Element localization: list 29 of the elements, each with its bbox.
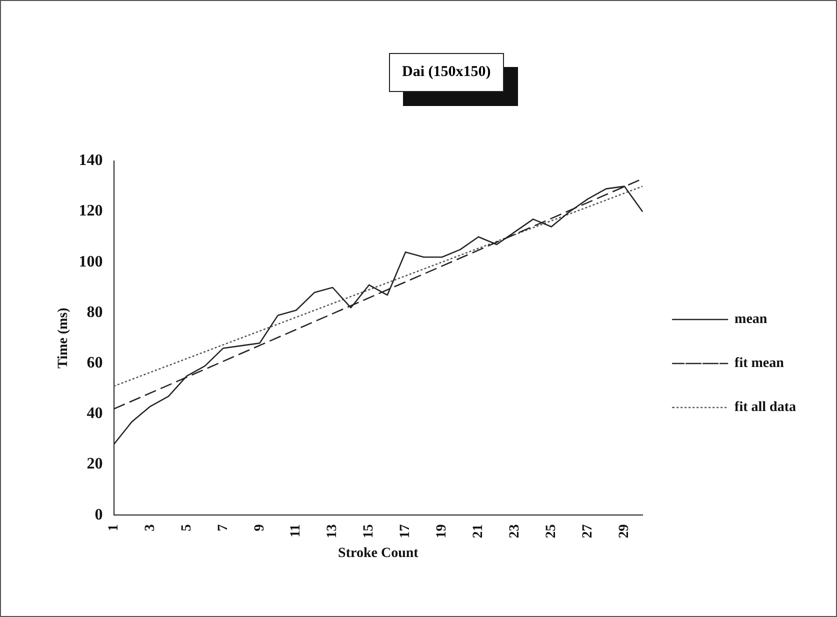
x-tick-label: 15 [362, 524, 377, 538]
y-tick-label: 60 [86, 354, 103, 372]
x-tick-label: 1 [106, 524, 122, 532]
legend-label: fit mean [734, 356, 784, 372]
legend-label: mean [734, 312, 768, 328]
x-tick-label: 13 [325, 524, 340, 538]
x-tick-label: 19 [434, 524, 450, 538]
x-tick-label: 17 [398, 524, 414, 538]
y-tick-label: 40 [86, 405, 103, 422]
y-tick-label: 0 [94, 506, 103, 524]
y-tick-label: 80 [86, 304, 103, 321]
x-tick-label: 21 [471, 524, 486, 538]
chart-title: Dai (150x150) [389, 53, 504, 92]
x-tick-label: 5 [179, 524, 194, 532]
y-tick-label: 120 [78, 202, 103, 220]
x-tick-label: 7 [216, 524, 231, 532]
x-tick-label: 27 [580, 524, 596, 538]
y-tick-label: 100 [78, 253, 103, 270]
y-axis-title: Time (ms) [56, 307, 72, 368]
x-tick-label: 25 [544, 524, 560, 538]
legend-label: fit all data [734, 400, 796, 416]
x-tick-label: 9 [252, 524, 268, 532]
x-tick-label: 11 [288, 524, 304, 538]
x-tick-label: 23 [508, 524, 523, 538]
y-tick-label: 140 [78, 152, 103, 170]
x-tick-label: 29 [616, 524, 632, 538]
x-tick-label: 3 [142, 524, 158, 532]
x-axis-title: Stroke Count [338, 546, 419, 562]
y-tick-label: 20 [86, 456, 103, 473]
